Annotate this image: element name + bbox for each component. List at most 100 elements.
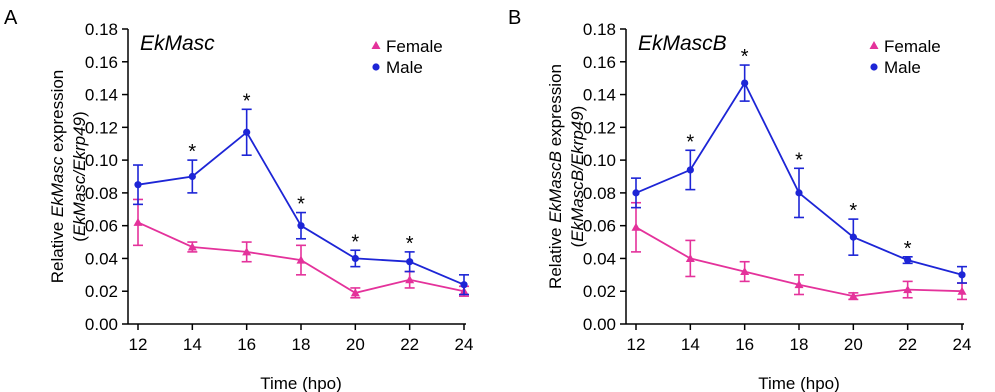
y-tick-label: 0.16 xyxy=(85,53,118,72)
data-point xyxy=(406,258,414,266)
y-tick-label: 0.18 xyxy=(85,20,118,39)
significance-star: * xyxy=(904,238,912,260)
y-axis-title-gene: EkMascB xyxy=(546,151,565,223)
significance-star: * xyxy=(741,46,749,68)
y-axis-title-ratio: EkMasc/Ekrp49 xyxy=(70,116,89,236)
y-tick-label: 0.02 xyxy=(583,282,616,301)
data-point xyxy=(242,247,252,256)
y-axis-title-close: ) xyxy=(568,106,587,112)
y-axis-title-line2: (EkMascB/Ekrp49) xyxy=(568,106,587,248)
y-axis-title-ratio: EkMascB/Ekrp49 xyxy=(568,111,587,242)
data-point xyxy=(741,79,749,87)
legend-marker-female xyxy=(371,41,381,49)
x-tick-label: 20 xyxy=(844,335,863,354)
y-axis-title-suffix: expression xyxy=(48,70,67,157)
significance-star: * xyxy=(351,231,359,253)
legend-marker-male xyxy=(870,63,878,71)
data-point xyxy=(903,285,913,294)
x-tick-label: 22 xyxy=(898,335,917,354)
y-tick-label: 0.04 xyxy=(583,249,616,268)
data-point xyxy=(795,189,803,197)
y-tick-label: 0.08 xyxy=(85,184,118,203)
x-axis-title: Time (hpo) xyxy=(758,374,840,392)
data-point xyxy=(904,256,912,264)
x-tick-label: 12 xyxy=(129,335,148,354)
x-tick-label: 22 xyxy=(400,335,419,354)
data-point xyxy=(685,253,695,262)
y-tick-label: 0.10 xyxy=(583,151,616,170)
series-male xyxy=(631,64,967,284)
significance-star: * xyxy=(406,233,414,255)
y-tick-label: 0.12 xyxy=(85,118,118,137)
y-tick-label: 0.00 xyxy=(85,315,118,334)
panel-a: A 0.00 0.02 0.04 0.06 0.08 0.10 0.12 0.14 0.16 0.1… xyxy=(4,7,473,392)
y-axis-title-prefix: Relative xyxy=(546,223,565,289)
y-axis-title-line2: (EkMasc/Ekrp49) xyxy=(70,111,89,241)
y-tick-label: 0.16 xyxy=(583,53,616,72)
x-tick-label: 12 xyxy=(627,335,646,354)
significance-star: * xyxy=(297,194,305,216)
y-tick-label: 0.00 xyxy=(583,315,616,334)
legend-label-female: Female xyxy=(884,37,941,56)
y-tick-label: 0.04 xyxy=(85,249,118,268)
significance-star: * xyxy=(188,141,196,163)
y-tick-label: 0.18 xyxy=(583,20,616,39)
y-tick-label: 0.14 xyxy=(583,86,616,105)
data-point xyxy=(632,189,640,197)
data-point xyxy=(794,280,804,289)
x-tick-label: 16 xyxy=(735,335,754,354)
y-axis-title-open: ( xyxy=(70,236,89,242)
x-tick-label: 16 xyxy=(237,335,256,354)
x-tick-label: 20 xyxy=(346,335,365,354)
y-tick-label: 0.06 xyxy=(583,217,616,236)
x-tick-label: 24 xyxy=(455,335,474,354)
data-point xyxy=(133,217,143,226)
significance-star: * xyxy=(849,200,857,222)
data-point xyxy=(405,275,415,284)
y-axis-title-close: ) xyxy=(70,111,89,117)
panel-b: B 0.00 0.02 0.04 0.06 0.08 0.10 0.12 0.14 0.16 0.1… xyxy=(508,7,971,392)
significance-star: * xyxy=(795,149,803,171)
y-tick-label: 0.10 xyxy=(85,151,118,170)
series-male xyxy=(133,108,469,296)
series-female xyxy=(631,201,967,301)
panel-letter: A xyxy=(4,7,18,29)
data-point xyxy=(297,222,305,230)
panel-letter: B xyxy=(508,7,521,29)
data-point xyxy=(350,288,360,297)
x-tick-label: 14 xyxy=(681,335,700,354)
data-point xyxy=(187,242,197,251)
legend-label-male: Male xyxy=(884,58,921,77)
y-axis-title-prefix: Relative xyxy=(48,217,67,283)
legend-label-male: Male xyxy=(386,58,423,77)
data-point xyxy=(686,166,694,174)
data-point xyxy=(460,281,468,289)
data-point xyxy=(351,254,359,263)
y-tick-label: 0.02 xyxy=(85,282,118,301)
x-tick-label: 24 xyxy=(953,335,972,354)
y-tick-label: 0.12 xyxy=(583,118,616,137)
significance-star: * xyxy=(243,90,251,112)
data-point xyxy=(243,128,251,136)
y-axis-title-line1: Relative EkMasc expression xyxy=(48,70,67,284)
data-point xyxy=(134,181,142,189)
x-axis-title: Time (hpo) xyxy=(260,374,342,392)
y-axis-title-open: ( xyxy=(568,241,587,247)
chart-title: EkMascB xyxy=(638,32,727,55)
y-axis-title-gene: EkMasc xyxy=(48,156,67,217)
y-tick-label: 0.06 xyxy=(85,217,118,236)
data-point xyxy=(957,286,967,295)
data-point xyxy=(188,172,196,181)
data-point xyxy=(631,222,641,231)
data-point xyxy=(849,233,857,241)
y-tick-label: 0.08 xyxy=(583,184,616,203)
chart-title: EkMasc xyxy=(140,32,215,55)
y-tick-label: 0.14 xyxy=(85,86,118,105)
data-point xyxy=(848,291,858,300)
x-tick-label: 18 xyxy=(790,335,809,354)
x-tick-label: 14 xyxy=(183,335,202,354)
data-point xyxy=(296,255,306,264)
y-axis-title-line1: Relative EkMascB expression xyxy=(546,64,565,289)
legend-label-female: Female xyxy=(386,37,443,56)
